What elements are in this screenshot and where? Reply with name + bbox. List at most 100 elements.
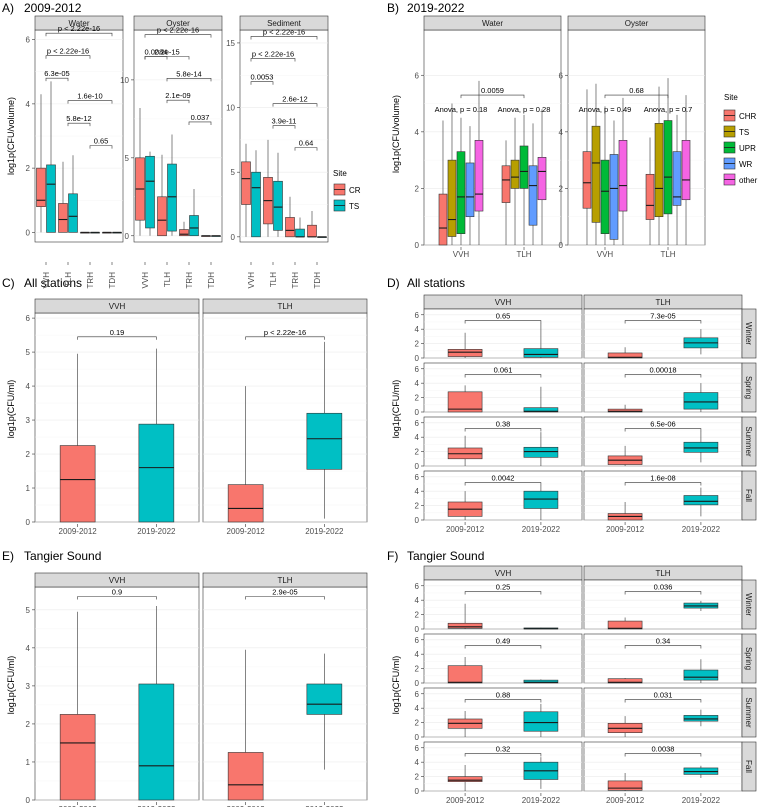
panel-c-ylabel: log1p(CFU/ml) xyxy=(6,380,16,439)
y-tick-label: 6 xyxy=(26,36,31,45)
box-mark xyxy=(241,161,251,205)
box-mark xyxy=(609,154,619,240)
box-mark xyxy=(36,167,46,207)
y-tick-label: 6 xyxy=(415,311,420,320)
x-tick-label: 2019-2022 xyxy=(522,796,561,805)
x-tick-label: 2009-2012 xyxy=(227,805,266,807)
sig-bracket xyxy=(250,58,296,62)
facet-strip-label: Summer xyxy=(744,697,753,728)
panel-c-tag: C) xyxy=(2,276,15,290)
x-tick-label: 2019-2022 xyxy=(682,796,721,805)
sig-label: p < 2.22e-16 xyxy=(58,24,100,33)
y-tick-label: 2 xyxy=(415,665,420,674)
y-tick-label: 0 xyxy=(415,625,420,634)
y-tick-label: 2 xyxy=(26,164,31,173)
box-mark xyxy=(447,622,483,629)
facet-strip xyxy=(567,15,706,31)
y-tick-label: 4 xyxy=(26,644,31,653)
x-tick-label: VVH xyxy=(453,250,470,259)
sig-bracket xyxy=(624,320,702,324)
facet-strip-side xyxy=(741,687,757,738)
box-mark xyxy=(523,348,559,358)
legend-label: CHR xyxy=(739,112,757,121)
box-mark xyxy=(510,159,520,189)
y-tick-label: 6 xyxy=(415,744,420,753)
y-tick-label: 6 xyxy=(415,473,420,482)
panel-f-title: Tangier Sound xyxy=(407,549,484,563)
y-tick-label: 4 xyxy=(415,704,420,713)
panel-b-plots: 0 2 4 6 Water VVH Anova, p = 0.18 TLH Anova, p =… xyxy=(415,15,706,259)
sig-bracket xyxy=(144,34,212,38)
x-tick-label: TLH xyxy=(660,250,675,259)
facet-strip-label: Fall xyxy=(744,489,753,502)
panel-a-tag: A) xyxy=(2,1,14,15)
y-tick-label: 4 xyxy=(415,433,420,442)
facet-panel xyxy=(202,312,368,523)
y-tick-label: 1 xyxy=(26,484,31,493)
box-mark xyxy=(157,196,167,237)
x-tick-label: VVH xyxy=(597,250,614,259)
sig-label: 0.32 xyxy=(496,745,511,754)
box-mark xyxy=(607,408,643,413)
facet-strip-side xyxy=(741,362,757,413)
sig-bracket xyxy=(624,645,702,649)
box-mark xyxy=(138,423,175,523)
y-tick-label: 6 xyxy=(415,71,420,80)
sig-bracket xyxy=(144,56,190,60)
facet-panel xyxy=(567,29,706,246)
box-mark xyxy=(456,151,466,234)
panel-f-tag: F) xyxy=(387,549,398,563)
x-tick-label: TDH xyxy=(207,272,216,289)
sig-label: 6.3e-05 xyxy=(44,69,69,78)
facet-strip-side xyxy=(741,308,757,359)
sig-bracket xyxy=(77,336,157,340)
panel-b-tag: B) xyxy=(387,1,399,15)
y-tick-label: 0 xyxy=(559,241,564,250)
x-tick-label: TRH xyxy=(185,272,194,289)
sig-bracket xyxy=(464,699,542,703)
box-mark xyxy=(501,165,511,203)
facet-strip-label: Spring xyxy=(744,376,753,399)
panel-e-tag: E) xyxy=(2,549,14,563)
sig-bracket xyxy=(624,591,702,595)
box-mark xyxy=(582,151,592,209)
y-tick-label: 4 xyxy=(415,758,420,767)
anova-label: Anova, p = 0.18 xyxy=(435,105,488,114)
box-mark xyxy=(683,715,719,722)
box-mark xyxy=(523,490,559,509)
sig-label: 0.65 xyxy=(496,312,511,321)
box-mark xyxy=(607,620,643,630)
facet-strip xyxy=(34,298,200,314)
y-tick-label: 4 xyxy=(415,596,420,605)
panel-d-tag: D) xyxy=(387,276,400,290)
legend-label: TS xyxy=(739,128,749,137)
sig-label: 1.6e-08 xyxy=(650,474,675,483)
box-mark xyxy=(645,173,655,220)
x-tick-label: TRH xyxy=(86,272,95,289)
sig-label: p < 2.22e-16 xyxy=(47,47,89,56)
y-tick-label: 3 xyxy=(26,682,31,691)
box-mark xyxy=(523,446,559,458)
box-mark xyxy=(600,159,610,234)
box-mark xyxy=(68,193,78,233)
facet-strip-label: VVH xyxy=(109,302,126,311)
sig-bracket xyxy=(624,374,702,378)
sig-label: p < 2.22e-16 xyxy=(263,27,305,36)
y-tick-label: 4 xyxy=(415,128,420,137)
panel-b-ylabel: log1p(CFU/volume) xyxy=(391,95,401,173)
sig-bracket xyxy=(460,94,525,99)
sig-bracket xyxy=(624,482,702,486)
sig-label: 0.65 xyxy=(94,137,109,146)
box-mark xyxy=(447,776,483,782)
y-tick-label: 6 xyxy=(415,690,420,699)
sig-bracket xyxy=(166,99,190,104)
x-tick-label: 2009-2012 xyxy=(227,527,266,536)
legend-label: WR xyxy=(739,160,753,169)
sig-bracket xyxy=(624,753,702,757)
facet-strip xyxy=(133,15,223,31)
facet-strip-side xyxy=(741,633,757,684)
box-mark xyxy=(447,665,483,684)
legend-label: UPR xyxy=(739,144,756,153)
y-tick-label: 0 xyxy=(415,462,420,471)
box-mark xyxy=(59,714,96,801)
